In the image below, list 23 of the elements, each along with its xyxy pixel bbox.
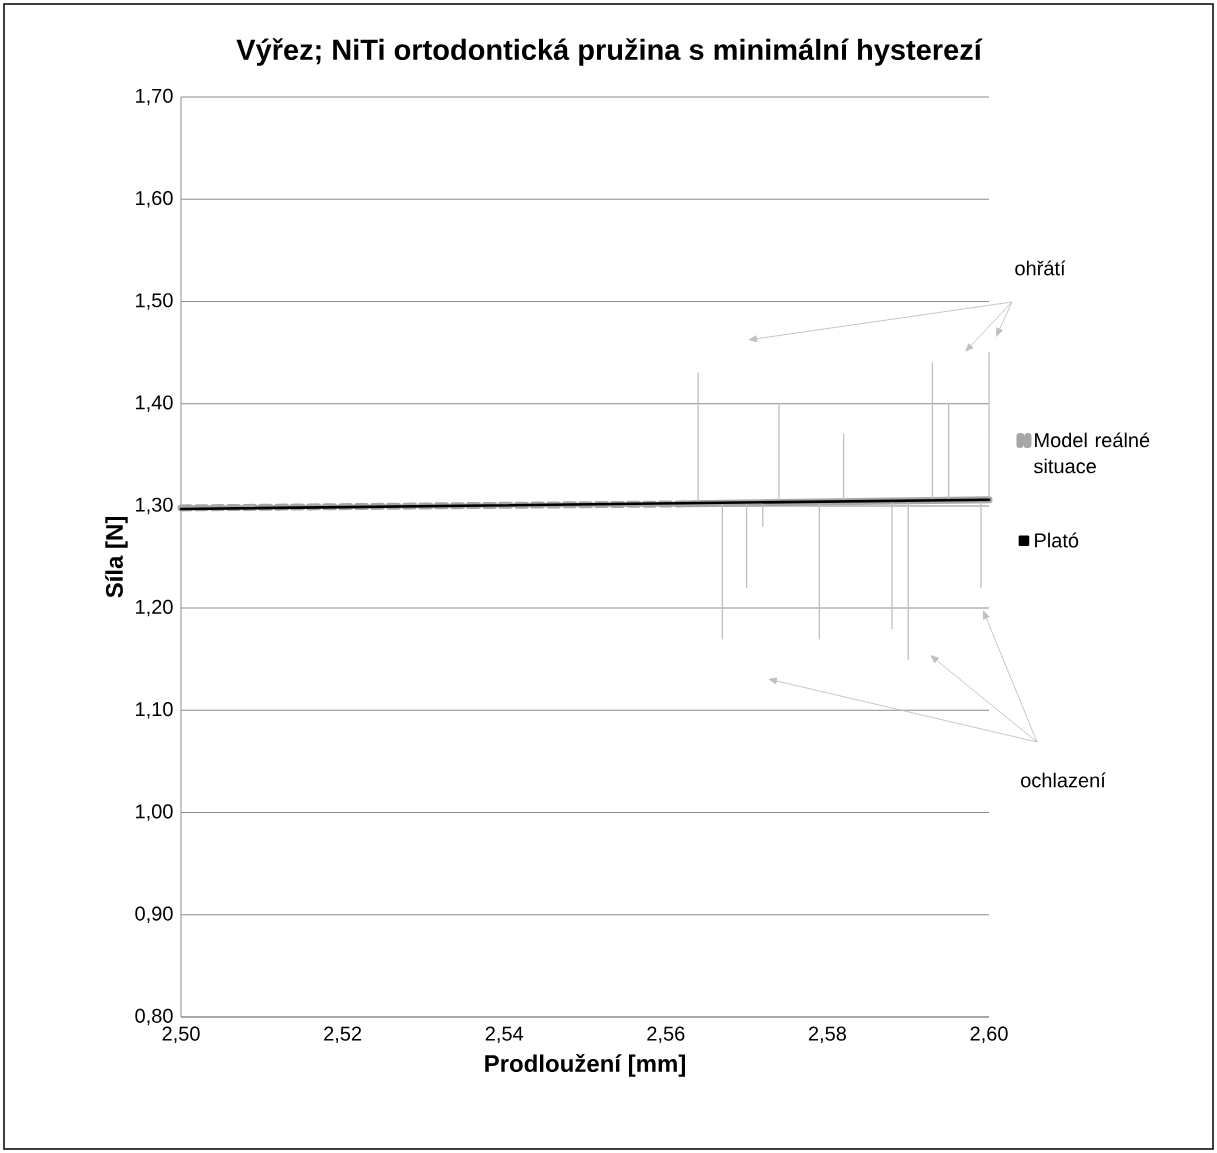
x-tick-label: 2,54 xyxy=(485,1026,524,1044)
chart-title: Výřez; NiTi ortodontická pružina s minimální hysterezí xyxy=(236,38,983,66)
text: ohřátí xyxy=(1015,260,1066,276)
y-tick-label: 0,80 xyxy=(135,1008,173,1026)
legend-label: Plató xyxy=(1035,532,1079,548)
y-tick-label: 1,50 xyxy=(136,293,173,310)
x-tick-label: 2,58 xyxy=(808,1026,846,1044)
y-tick-label: 1,60 xyxy=(136,190,173,208)
y-tick-label: 1,70 xyxy=(136,88,173,106)
y-tick-label: 0,90 xyxy=(135,906,173,924)
text: ochlazení xyxy=(1021,772,1106,788)
y-tick-label: 1,30 xyxy=(136,497,173,515)
x-tick-label: 2,56 xyxy=(647,1026,685,1044)
legend-label: Model reálné situace xyxy=(1034,432,1150,474)
y-tick-label: 1,20 xyxy=(136,599,173,617)
y-tick-label: 1,00 xyxy=(136,804,173,821)
x-tick-label: 2,50 xyxy=(162,1026,200,1044)
y-tick-label: 1,10 xyxy=(136,702,173,719)
y-axis-title: Síla [N] xyxy=(105,517,128,598)
x-tick-label: 2,60 xyxy=(970,1026,1008,1044)
x-tick-label: 2,52 xyxy=(324,1026,362,1044)
y-tick-label: 1,40 xyxy=(136,395,173,412)
x-axis-title: Prodloužení [mm] xyxy=(485,1053,685,1077)
